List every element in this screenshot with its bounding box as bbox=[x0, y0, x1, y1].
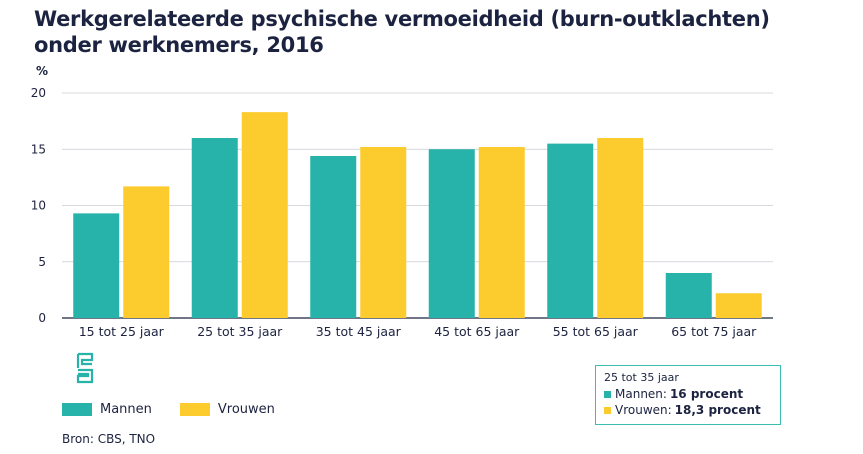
y-tick-label: 15 bbox=[31, 142, 46, 156]
cbs-logo-icon bbox=[74, 352, 96, 388]
tooltip-swatch-mannen bbox=[604, 390, 611, 398]
legend-swatch-mannen bbox=[62, 403, 92, 416]
bar-vrouwen-0 bbox=[123, 186, 170, 318]
legend-item-mannen: Mannen bbox=[62, 402, 152, 417]
bar-vrouwen-5 bbox=[715, 293, 762, 318]
bar-mannen-5 bbox=[665, 273, 712, 318]
gridlines bbox=[62, 92, 773, 319]
tooltip-value-vrouwen: 18,3 procent bbox=[674, 403, 761, 417]
tooltip-box: 25 tot 35 jaar Mannen: 16 procent Vrouwe… bbox=[595, 365, 781, 425]
bars bbox=[73, 112, 762, 318]
bar-mannen-3 bbox=[428, 149, 475, 318]
tooltip-row-mannen: Mannen: 16 procent bbox=[604, 386, 772, 402]
x-tick-label: 55 tot 65 jaar bbox=[553, 324, 639, 339]
tooltip-label-vrouwen: Vrouwen: bbox=[615, 403, 672, 417]
bar-mannen-4 bbox=[547, 143, 594, 318]
legend-label-mannen: Mannen bbox=[100, 402, 152, 417]
bar-mannen-0 bbox=[73, 213, 120, 318]
y-tick-label: 20 bbox=[31, 86, 46, 100]
source-note: Bron: CBS, TNO bbox=[62, 432, 156, 446]
tooltip-row-vrouwen: Vrouwen: 18,3 procent bbox=[604, 402, 772, 418]
tooltip-header: 25 tot 35 jaar bbox=[604, 371, 679, 384]
legend-swatch-vrouwen bbox=[179, 403, 210, 416]
axis-labels: % 0 5 10 15 20 15 tot 25 jaar 25 tot 35 jaar 35 … bbox=[31, 64, 757, 339]
bar-mannen-1 bbox=[191, 138, 238, 318]
y-axis-unit-label: % bbox=[36, 64, 48, 78]
bar-vrouwen-1 bbox=[241, 112, 288, 318]
x-tick-label: 45 tot 65 jaar bbox=[434, 324, 520, 339]
bar-mannen-2 bbox=[310, 156, 357, 318]
chart-title: Werkgerelateerde psychische vermoeidheid… bbox=[34, 7, 770, 57]
x-tick-label: 25 tot 35 jaar bbox=[197, 324, 283, 339]
legend-item-vrouwen: Vrouwen bbox=[179, 402, 275, 417]
bar-vrouwen-3 bbox=[478, 147, 525, 318]
y-tick-label: 10 bbox=[31, 199, 46, 213]
legend-label-vrouwen: Vrouwen bbox=[217, 402, 275, 417]
bar-vrouwen-2 bbox=[360, 147, 407, 318]
x-tick-label: 35 tot 45 jaar bbox=[316, 324, 402, 339]
y-tick-label: 0 bbox=[38, 311, 46, 325]
x-tick-label: 15 tot 25 jaar bbox=[79, 324, 165, 339]
chart-legend: Mannen Vrouwen bbox=[62, 402, 303, 417]
x-tick-label: 65 tot 75 jaar bbox=[671, 324, 757, 339]
tooltip-value-mannen: 16 procent bbox=[669, 387, 744, 401]
tooltip-swatch-vrouwen bbox=[604, 406, 611, 414]
bar-vrouwen-4 bbox=[597, 138, 644, 318]
tooltip-label-mannen: Mannen: bbox=[615, 387, 667, 401]
y-tick-label: 5 bbox=[38, 255, 46, 269]
